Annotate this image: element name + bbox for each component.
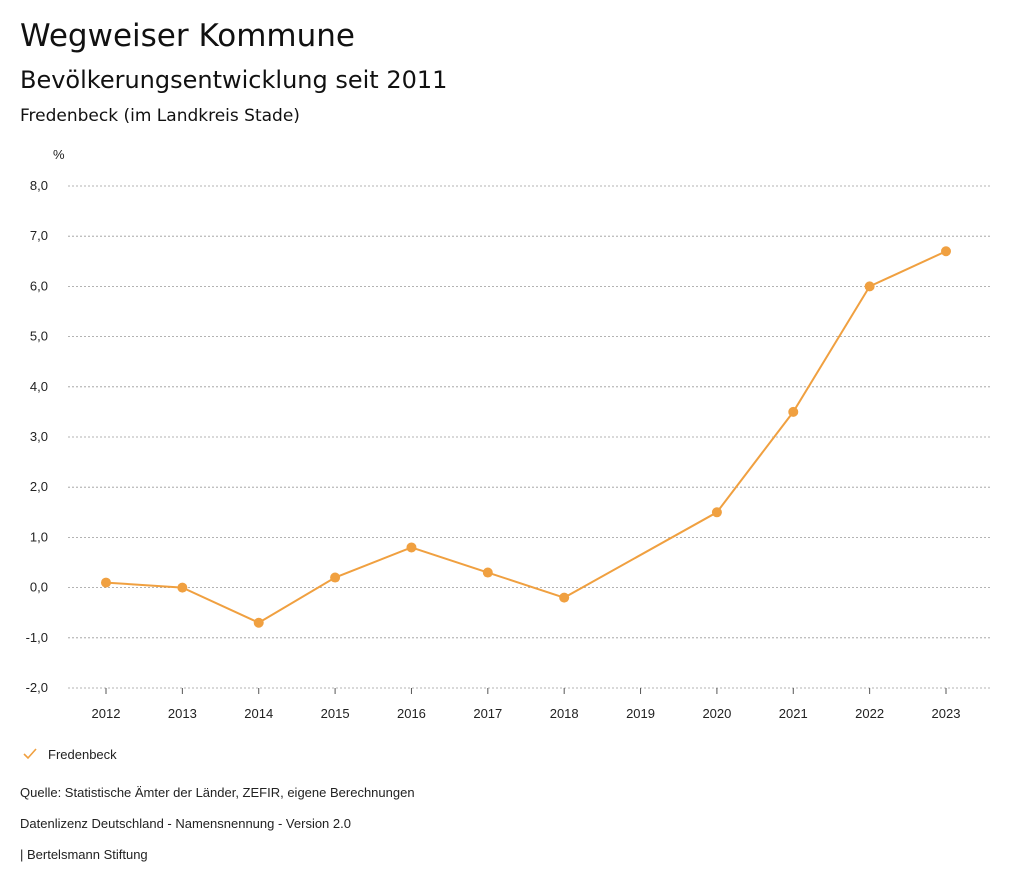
series-layer <box>101 246 951 628</box>
data-point[interactable] <box>482 567 493 578</box>
x-tick-label: 2016 <box>397 706 426 721</box>
data-point[interactable] <box>864 281 875 292</box>
grid-layer: 8,0 7,0 6,0 5,0 4,0 3,0 2,0 1,0 0,0 -1,0 -2,0 <box>26 178 990 695</box>
x-tick-label: 2018 <box>550 706 579 721</box>
y-tick-label: 6,0 <box>30 278 48 293</box>
x-tick-label: 2015 <box>321 706 350 721</box>
page-title: Wegweiser Kommune <box>20 18 355 54</box>
x-tick-label: 2023 <box>932 706 961 721</box>
y-tick-label: 2,0 <box>30 479 48 494</box>
publisher-note: | Bertelsmann Stiftung <box>20 847 148 862</box>
check-icon[interactable] <box>22 746 38 762</box>
y-tick-label: 3,0 <box>30 429 48 444</box>
x-tick-label: 2013 <box>168 706 197 721</box>
legend-label: Fredenbeck <box>48 746 117 762</box>
x-tick-label: 2020 <box>702 706 731 721</box>
legend[interactable]: Fredenbeck <box>22 744 117 764</box>
y-tick-label: 5,0 <box>30 329 48 344</box>
data-point[interactable] <box>253 617 264 628</box>
x-tick-label: 2021 <box>779 706 808 721</box>
data-point[interactable] <box>406 542 417 553</box>
data-point[interactable] <box>330 572 341 583</box>
y-axis-unit-label: % <box>53 147 65 162</box>
license-note: Datenlizenz Deutschland - Namensnennung … <box>20 816 351 831</box>
x-tick-label: 2014 <box>244 706 273 721</box>
y-tick-label: 7,0 <box>30 228 48 243</box>
data-point[interactable] <box>101 577 111 588</box>
y-tick-label: 1,0 <box>30 529 48 544</box>
y-tick-label: 4,0 <box>30 379 48 394</box>
data-point[interactable] <box>711 507 722 518</box>
x-tick-label: 2017 <box>473 706 502 721</box>
x-tick-label: 2019 <box>626 706 655 721</box>
x-tick-label: 2022 <box>855 706 884 721</box>
y-tick-label: 8,0 <box>30 178 48 193</box>
x-axis: 2012 2013 2014 2015 2016 2017 2018 2019 2020 2021… <box>92 688 961 721</box>
y-tick-label: 0,0 <box>30 580 48 595</box>
x-tick-label: 2012 <box>92 706 121 721</box>
y-tick-label: -1,0 <box>26 630 48 645</box>
line-chart: % 8,0 7,0 6,0 5,0 4,0 3,0 2,0 1,0 0,0 -1,0 -2,0 20… <box>26 147 990 721</box>
place-name: Fredenbeck (im Landkreis Stade) <box>20 106 300 126</box>
data-point[interactable] <box>788 406 799 417</box>
data-point[interactable] <box>941 246 951 257</box>
chart-subtitle: Bevölkerungsentwicklung seit 2011 <box>20 66 448 94</box>
data-point[interactable] <box>177 582 188 593</box>
data-point[interactable] <box>559 592 570 603</box>
source-note: Quelle: Statistische Ämter der Länder, Z… <box>20 785 415 800</box>
y-tick-label: -2,0 <box>26 680 48 695</box>
